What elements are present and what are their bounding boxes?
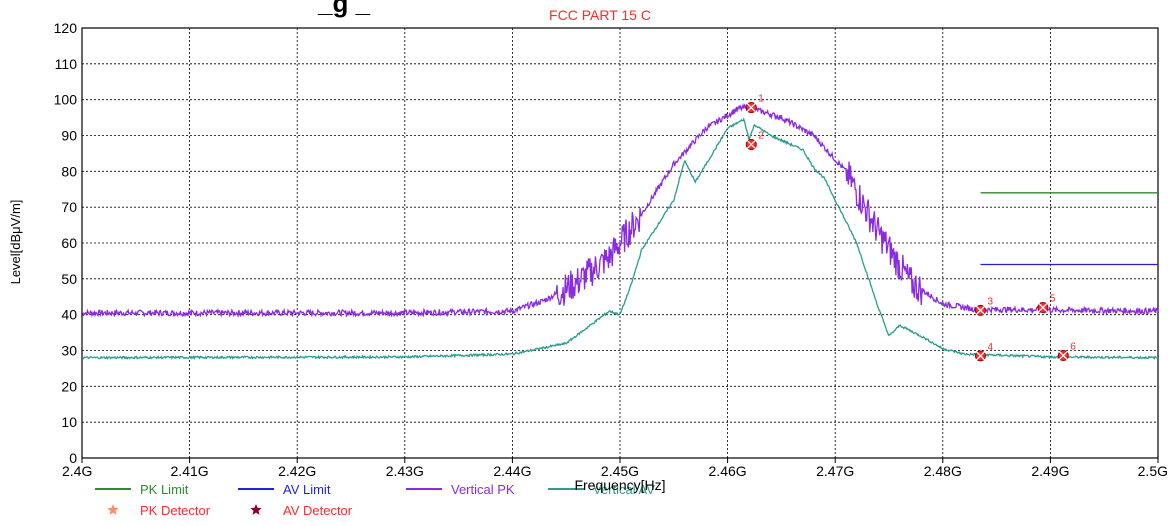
y-tick-label: 90 (61, 128, 77, 144)
marker-label: 3 (987, 296, 993, 307)
x-tick-label: 2.49G (1031, 463, 1069, 479)
y-tick-label: 80 (61, 163, 77, 179)
x-tick-label: 2.45G (601, 463, 639, 479)
marker-cross (1058, 351, 1068, 360)
legend: PK Limit AV Limit Vertical PK Vertical AV PK… (95, 482, 655, 518)
y-tick-label: 70 (61, 199, 77, 215)
marker-label: 2 (758, 130, 764, 141)
x-tick-label: 2.48G (924, 463, 962, 479)
y-tick-label: 20 (61, 378, 77, 394)
x-tick-label: 2.47G (816, 463, 854, 479)
y-tick-label: 120 (54, 20, 78, 36)
x-tick-label: 2.41G (171, 463, 209, 479)
partial-top-title: _g _ (317, 0, 371, 18)
x-tick-label: 2.44G (493, 463, 531, 479)
legend-label: AV Limit (283, 482, 331, 497)
legend-swatch-star (107, 504, 119, 515)
x-tick-label: 2.5G (1138, 463, 1168, 479)
chart-title: FCC PART 15 C (549, 7, 651, 23)
x-tick-label: 2.42G (278, 463, 316, 479)
legend-label: PK Limit (140, 482, 189, 497)
marker-cross (746, 103, 756, 113)
marker-label: 4 (987, 342, 993, 353)
marker-label: 6 (1070, 342, 1076, 353)
marker-label: 5 (1050, 294, 1056, 305)
y-tick-label: 110 (55, 56, 78, 72)
x-tick-label: 2.43G (386, 463, 424, 479)
marker-cross (976, 305, 985, 315)
marker-label: 1 (758, 94, 764, 105)
x-tick-label: 2.4G (62, 463, 92, 479)
y-tick-label: 60 (61, 235, 77, 251)
y-tick-label: 50 (61, 271, 77, 287)
markers: 1 2 3 4 5 6 (745, 94, 1076, 362)
series-line-3 (81, 117, 1159, 361)
y-tick-label: 40 (61, 307, 77, 323)
y-tick-label: 10 (61, 414, 77, 430)
y-tick-label: 30 (61, 343, 77, 359)
marker-cross (746, 139, 756, 149)
y-axis-label: Level[dBμV/m] (8, 200, 23, 285)
legend-swatch-star (250, 504, 262, 515)
marker-cross (976, 351, 985, 361)
legend-label: Vertical AV (593, 482, 655, 497)
axes: 0 10 20 30 40 50 60 70 80 90 100 110 120 2.4G 2.41G 2.4… (54, 20, 1168, 479)
x-tick-label: 2.46G (709, 463, 747, 479)
y-tick-label: 0 (69, 450, 77, 466)
legend-label: AV Detector (283, 503, 353, 518)
legend-label: PK Detector (140, 503, 211, 518)
marker-cross (1038, 303, 1048, 312)
legend-label: Vertical PK (451, 482, 515, 497)
y-tick-label: 100 (54, 92, 78, 108)
x-axis-label: Frequency[Hz] (574, 477, 665, 493)
